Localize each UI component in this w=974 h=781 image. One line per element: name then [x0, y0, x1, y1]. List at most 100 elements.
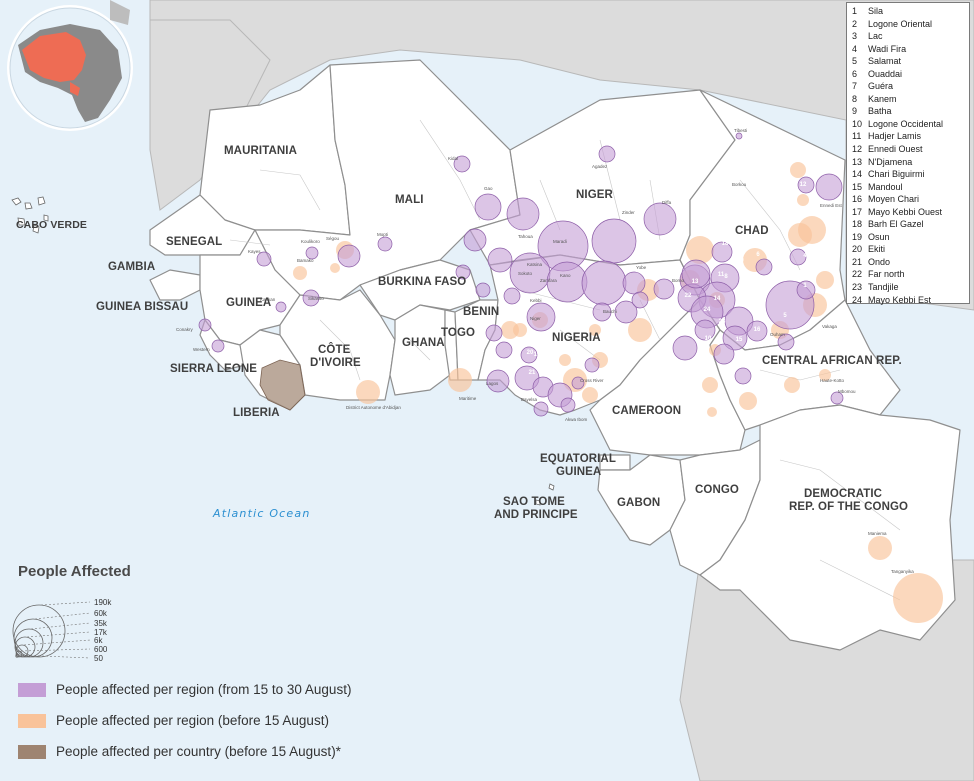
bubble-number: 5 [783, 313, 787, 319]
place-label: Kidal [448, 156, 458, 161]
region-index-number: 19 [852, 231, 863, 242]
region-index-name: Ekiti [868, 244, 886, 255]
country-affected-liberia [259, 359, 306, 411]
bubble-purple [711, 241, 733, 263]
bubble-purple [256, 251, 272, 267]
label-atlantic-ocean: Atlantic Ocean [212, 507, 311, 520]
place-label: Kayes [248, 249, 261, 254]
bubble-number: 1 [803, 283, 807, 289]
bubble-purple [796, 280, 816, 300]
size-label-17k: 17k [94, 628, 107, 637]
region-index-number: 11 [852, 131, 862, 142]
bubble-orange [330, 263, 340, 273]
bubble-purple [198, 318, 212, 332]
place-label: Mbomou [838, 389, 856, 394]
bubble-purple [777, 333, 795, 351]
size-label-35k: 35k [94, 619, 107, 628]
region-index-name: Moyen Chari [868, 194, 920, 205]
region-index-number: 7 [852, 81, 858, 92]
label-ghana: GHANA [402, 337, 445, 349]
region-index-row: 19 Osun [852, 231, 969, 244]
bubble-purple [797, 176, 815, 194]
legend-title: People Affected [18, 563, 131, 580]
bubbles-15-30-august [198, 132, 844, 417]
region-index-name: Mayo Kebbi Ouest [868, 206, 943, 217]
region-index-name: N'Djamena [868, 156, 913, 167]
bubble-purple [571, 376, 585, 390]
place-label: Vakaga [822, 324, 837, 329]
place-label: Diffa [662, 200, 672, 205]
bubble-purple [275, 301, 287, 313]
bubble-purple [815, 173, 843, 201]
bubble-number: 10 [705, 336, 712, 342]
region-index-row: 8 Kanem [852, 93, 969, 106]
label-cameroon: CAMEROON [612, 405, 681, 417]
region-index-name: Salamat [868, 56, 902, 67]
region-index-number: 10 [852, 118, 863, 129]
region-index-name: Lac [868, 31, 883, 42]
region-index-number: 9 [852, 106, 858, 117]
bubble-purple [495, 341, 513, 359]
bubble-number: 15 [736, 337, 743, 343]
legend-swatch-brown [18, 744, 46, 759]
region-index-row: 22 Far north [852, 268, 969, 281]
region-index-row: 3 Lac [852, 30, 969, 43]
region-index-row: 23 Tandjile [852, 281, 969, 294]
bubble-orange [784, 377, 800, 393]
bubble-purple [455, 264, 471, 280]
place-label: Maritime [459, 396, 477, 401]
place-label: Tahoua [518, 234, 533, 239]
region-index-name: Batha [868, 106, 892, 117]
bubble-orange [819, 369, 831, 381]
region-index-row: 1 Sila [852, 5, 969, 18]
label-rep-of-the-congo: REP. OF THE CONGO [789, 501, 908, 513]
bubble-number: 21 [529, 370, 536, 376]
region-index-name: Mandoul [868, 181, 903, 192]
region-index-name: Logone Occidental [868, 118, 944, 129]
region-index-row: 16 Moyen Chari [852, 193, 969, 206]
bubble-purple [598, 145, 616, 163]
region-index-row: 7 Guéra [852, 80, 969, 93]
bubble-purple [672, 335, 698, 361]
bubble-orange [798, 216, 826, 244]
place-label: Lagos [486, 381, 499, 386]
bubble-purple [463, 228, 487, 252]
region-index-number: 3 [852, 31, 858, 42]
label-democratic: DEMOCRATIC [804, 488, 882, 500]
size-circle-60k [13, 618, 53, 658]
place-label: Ouham [770, 332, 785, 337]
bubble-purple [506, 197, 540, 231]
region-index-name: Ouaddai [868, 68, 903, 79]
bubble-purple [789, 248, 807, 266]
bubble-number: 3 [729, 221, 733, 227]
bubble-purple [622, 271, 646, 295]
size-circle-35k [14, 628, 44, 658]
region-index-number: 14 [852, 169, 863, 180]
bubble-purple [533, 401, 549, 417]
bubble-purple [755, 258, 773, 276]
label-sierra-leone: SIERRA LEONE [170, 363, 257, 375]
label-senegal: SENEGAL [166, 236, 222, 248]
region-index-number: 13 [852, 156, 863, 167]
bubble-purple [592, 302, 612, 322]
size-circle-600 [15, 650, 23, 658]
region-index-row: 9 Batha [852, 105, 969, 118]
bubble-purple [734, 367, 752, 385]
place-label: Sokoto [518, 271, 533, 276]
place-label: Tibesti [734, 128, 747, 133]
bubble-number: 13 [692, 279, 699, 285]
label-mauritania: MAURITANIA [224, 145, 297, 157]
region-index-row: 15 Mandoul [852, 181, 969, 194]
bubble-number: 24 [704, 307, 711, 313]
region-index-name: Chari Biguirmi [868, 169, 925, 180]
place-label: Kebbi [530, 298, 542, 303]
label-sao-tome: SAO TOME [503, 496, 565, 508]
region-index-number: 12 [852, 144, 863, 155]
bubble-orange [702, 377, 718, 393]
label-gabon: GABON [617, 497, 660, 509]
label-and-principe: AND PRINCIPE [494, 509, 578, 521]
place-label: Bamako [297, 258, 314, 263]
bubble-purple [487, 247, 513, 273]
place-label: Kano [560, 273, 571, 278]
label-benin: BENIN [463, 306, 499, 318]
